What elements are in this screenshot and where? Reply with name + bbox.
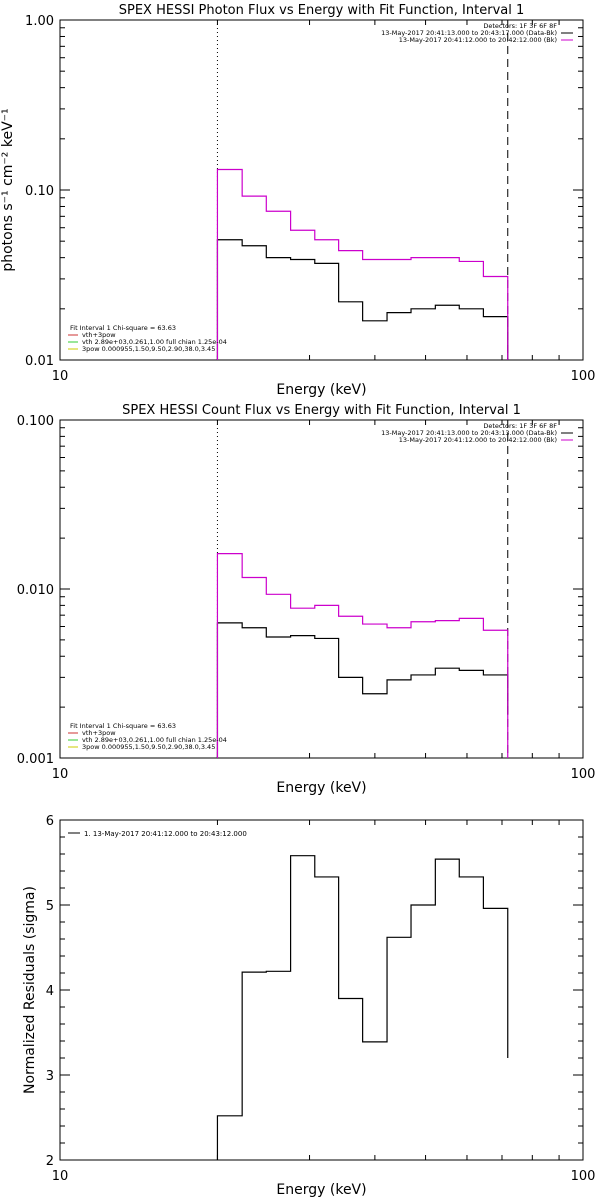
y-tick-label: 5	[46, 899, 54, 914]
chart-panel-2: SPEX HESSI Count Flux vs Energy with Fit…	[17, 403, 596, 796]
plot-frame	[59, 819, 584, 1161]
y-tick-label: 1.00	[25, 14, 54, 29]
fit-legend-entry: 3pow 0.000955,1.50,9.50,2.90,38.0,3.45	[82, 345, 215, 353]
series-data-histogram	[216, 239, 509, 360]
fit-legend-entry: vth 2.89e+03,0.261,1.00 full chian 1.25e…	[82, 736, 227, 744]
y-axis-label: Normalized Residuals (sigma)	[22, 886, 38, 1094]
x-tick-label: 100	[571, 369, 596, 384]
x-tick-label: 10	[52, 767, 69, 782]
y-axis-label: photons s⁻¹ cm⁻² keV⁻¹	[0, 108, 16, 271]
chart-panel-3: Energy (keV) Normalized Residuals (sigma)…	[22, 814, 595, 1198]
plot-frame	[59, 19, 584, 361]
legend-entry: 13-May-2017 20:41:13.000 to 20:43:17.000…	[381, 29, 557, 37]
y-tick-label: 0.010	[17, 583, 54, 598]
x-tick-label: 10	[52, 369, 69, 384]
y-tick-label: 0.10	[25, 184, 54, 199]
y-tick-label: 0.100	[17, 414, 54, 429]
fit-legend-entry: Fit Interval 1 Chi-square = 63.63	[70, 722, 176, 730]
y-tick-label: 4	[46, 984, 54, 999]
y-tick-label: 6	[46, 814, 54, 829]
y-tick-label: 3	[46, 1069, 54, 1084]
y-tick-label: 0.01	[25, 354, 54, 369]
x-tick-label: 10	[52, 1169, 69, 1184]
chart-title: SPEX HESSI Photon Flux vs Energy with Fi…	[119, 3, 525, 18]
legend-entry: Detectors: 1F 3F 6F 8F	[483, 22, 557, 30]
fit-legend-entry: vth 2.89e+03,0.261,1.00 full chian 1.25e…	[82, 338, 227, 346]
chart-panel-1: SPEX HESSI Photon Flux vs Energy with Fi…	[0, 3, 595, 398]
plot-frame	[59, 419, 584, 759]
fit-legend-entry: vth+3pow	[82, 729, 116, 737]
x-axis-label: Energy (keV)	[276, 780, 366, 796]
chart-title: SPEX HESSI Count Flux vs Energy with Fit…	[122, 403, 521, 418]
legend-entry: 13-May-2017 20:41:12.000 to 20:42:12.000…	[399, 436, 557, 444]
series-data-histogram	[216, 622, 509, 758]
x-axis-label: Energy (keV)	[276, 382, 366, 398]
y-tick-label: 2	[46, 1154, 54, 1169]
legend-entry: 1. 13-May-2017 20:41:12.000 to 20:43:12.…	[84, 830, 247, 838]
legend-entry: Detectors: 1F 3F 6F 8F	[483, 422, 557, 430]
series-model-histogram	[216, 552, 509, 758]
legend-entry: 13-May-2017 20:41:12.000 to 20:42:12.000…	[399, 36, 557, 44]
x-axis-label: Energy (keV)	[276, 1182, 366, 1198]
x-tick-label: 100	[571, 767, 596, 782]
series-data-histogram	[216, 855, 509, 1160]
fit-legend-entry: vth+3pow	[82, 331, 116, 339]
series-model-histogram	[216, 168, 509, 360]
fit-legend-entry: 3pow 0.000955,1.50,9.50,2.90,38.0,3.45	[82, 743, 215, 751]
y-tick-label: 0.001	[17, 752, 54, 767]
x-tick-label: 100	[571, 1169, 596, 1184]
fit-legend-entry: Fit Interval 1 Chi-square = 63.63	[70, 324, 176, 332]
legend-entry: 13-May-2017 20:41:13.000 to 20:43:13.000…	[381, 429, 557, 437]
